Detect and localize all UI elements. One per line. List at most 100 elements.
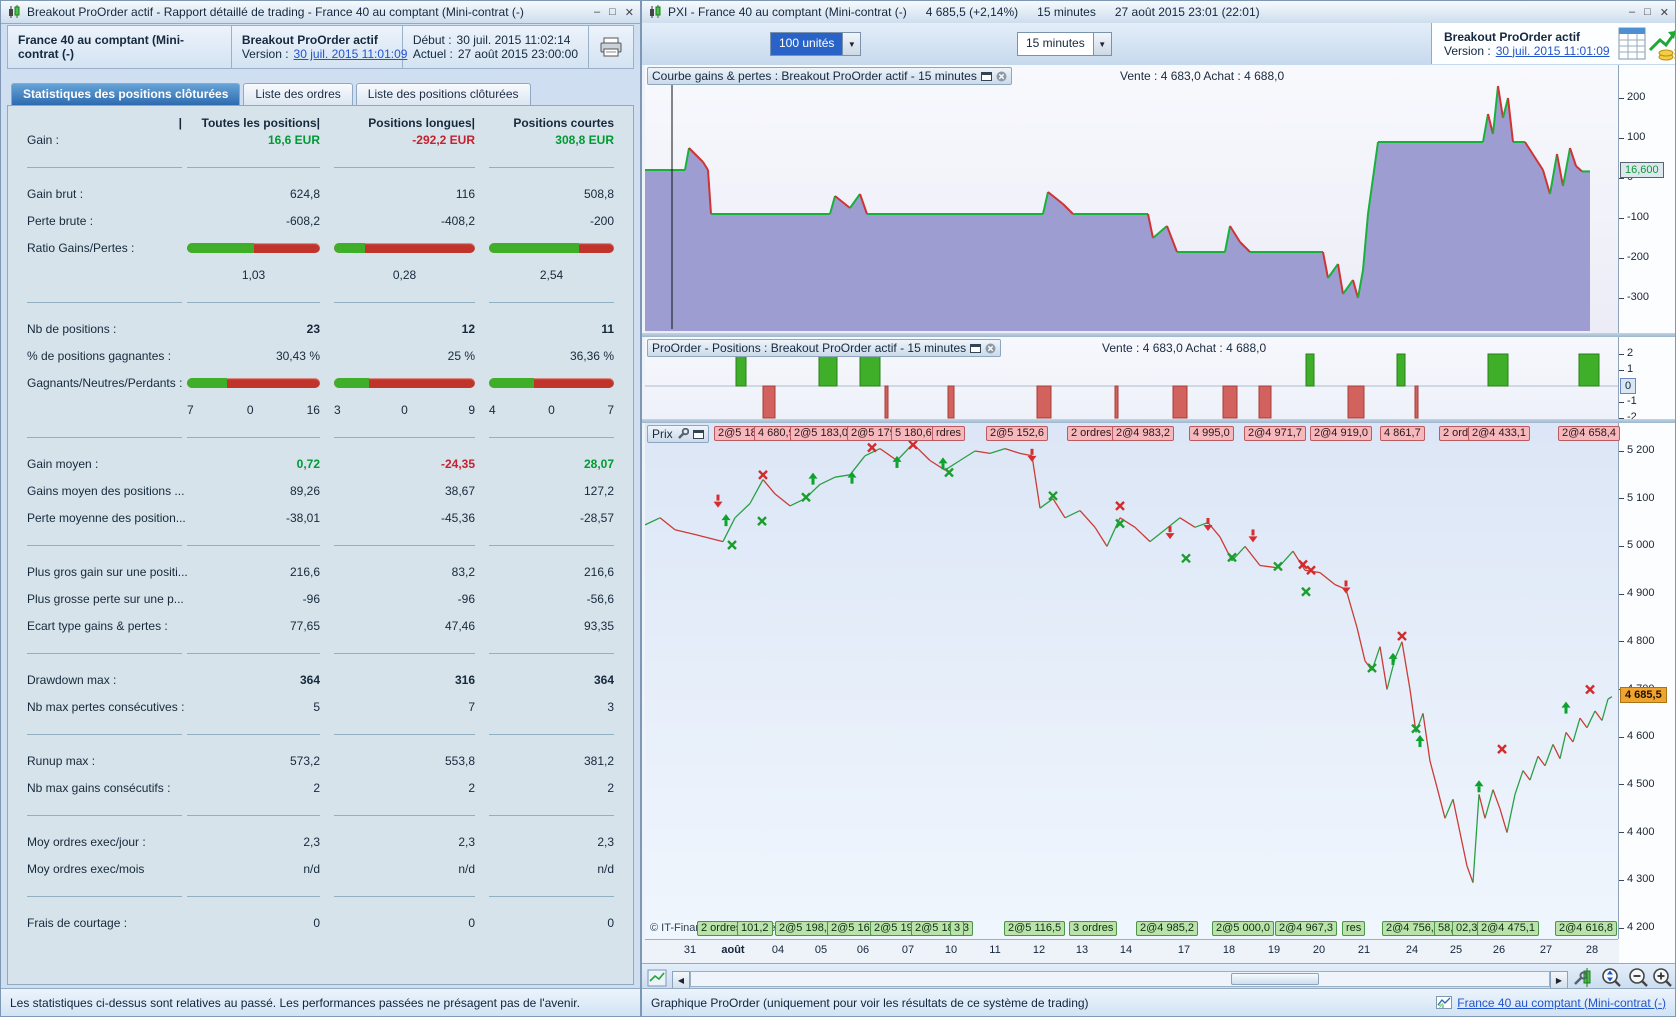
ratio-bar-green <box>187 243 254 253</box>
stat-value: -24,35 <box>440 457 475 471</box>
print-button[interactable] <box>589 26 633 68</box>
chevron-down-icon[interactable]: ▼ <box>842 33 861 55</box>
exit-x-marker <box>1048 490 1058 501</box>
minimize-button[interactable]: – <box>594 5 601 18</box>
wrench-icon[interactable] <box>677 428 689 440</box>
ratio-bar <box>334 243 475 253</box>
price-line <box>1194 521 1209 528</box>
stat-triplet: 3 0 9 <box>334 397 475 423</box>
zoom-out-icon[interactable] <box>1628 968 1650 988</box>
price-plot[interactable] <box>644 423 1619 939</box>
long-position-bar <box>1305 353 1315 387</box>
equity-line <box>1542 169 1551 195</box>
equity-line <box>1487 113 1494 135</box>
title-quote: 4 685,5 (+2,14%) <box>925 5 1019 19</box>
stat-value: n/d <box>597 862 614 876</box>
pane-splitter[interactable] <box>642 419 1675 423</box>
axis-label: -100 <box>1627 211 1650 223</box>
equity-line <box>1556 153 1564 187</box>
system-name: Breakout ProOrder actif <box>241 33 378 47</box>
minimize-button[interactable]: – <box>1629 5 1636 18</box>
stat-value: 36,36 % <box>569 349 614 363</box>
pane-splitter[interactable] <box>642 333 1675 337</box>
timeframe-select[interactable]: 15 minutes ▼ <box>1017 32 1112 56</box>
buy-arrow-marker <box>1474 780 1484 787</box>
axis-label: 4 500 <box>1627 777 1655 790</box>
version-label: Version : <box>241 47 289 61</box>
group-separator <box>489 815 614 816</box>
short-position-bar <box>1172 385 1188 419</box>
long-position-bar <box>1578 353 1600 387</box>
stat-triplet: 7 0 16 <box>187 397 320 423</box>
positions-pane-header[interactable]: ProOrder - Positions : Breakout ProOrder… <box>647 339 1002 357</box>
popup-window-icon[interactable] <box>692 429 704 439</box>
chevron-down-icon[interactable]: ▼ <box>1092 33 1111 55</box>
price-line <box>722 517 736 542</box>
horizontal-scrollbar[interactable] <box>690 971 1550 987</box>
price-line <box>1319 572 1336 586</box>
stat-label: Gain moyen : <box>27 457 99 471</box>
maximize-button[interactable]: □ <box>609 5 616 18</box>
equity-plot[interactable] <box>645 65 1619 333</box>
scroll-right-button[interactable]: ▶ <box>1550 971 1568 989</box>
buy-arrow-marker <box>1415 734 1425 741</box>
chart-window-title: PXI - France 40 au comptant (Mini-contra… <box>668 5 907 19</box>
axis-tick <box>1619 832 1624 834</box>
price-line <box>1506 794 1516 833</box>
equity-quote: Vente : 4 683,0 Achat : 4 688,0 <box>1120 69 1285 83</box>
tab-liste-positions[interactable]: Liste des positions clôturées <box>355 83 531 105</box>
price-line <box>1079 510 1096 528</box>
date-label: 13 <box>1075 944 1089 956</box>
zoom-in-icon[interactable] <box>1652 968 1674 988</box>
tab-liste-ordres[interactable]: Liste des ordres <box>243 83 353 105</box>
stat-value: 3 <box>334 403 341 417</box>
long-position-bar <box>735 353 747 387</box>
stat-value: -408,2 <box>440 214 475 228</box>
price-line <box>1537 755 1546 767</box>
trading-tools-icon[interactable] <box>1572 968 1594 988</box>
date-label: 19 <box>1267 944 1281 956</box>
system-infobox: Breakout ProOrder actif Version : 30 jui… <box>1431 23 1675 64</box>
order-label: 2@4 433,1 <box>1468 426 1530 441</box>
version-link[interactable]: 30 juil. 2015 11:01:09 <box>1495 43 1610 58</box>
version-link[interactable]: 30 juil. 2015 11:01:09 <box>293 47 408 61</box>
stat-value: -608,2 <box>285 214 320 228</box>
group-separator <box>27 653 182 654</box>
equity-pane-header[interactable]: Courbe gains & pertes : Breakout ProOrde… <box>647 67 1012 85</box>
close-pane-icon[interactable] <box>996 71 1007 82</box>
stat-label: Runup max : <box>27 754 96 768</box>
equity-line <box>859 193 868 215</box>
close-pane-icon[interactable] <box>985 343 996 354</box>
short-position-bar <box>1222 385 1238 419</box>
popup-window-icon[interactable] <box>980 71 992 81</box>
scrollbar-thumb[interactable] <box>1231 973 1319 985</box>
units-select[interactable]: 100 unités ▼ <box>770 32 862 56</box>
close-button[interactable]: ✕ <box>1659 6 1669 19</box>
equity-line <box>1549 153 1558 195</box>
positions-quote: Vente : 4 683,0 Achat : 4 688,0 <box>1102 341 1267 355</box>
maximize-button[interactable]: □ <box>1644 5 1651 18</box>
stats-col-header: Positions courtes <box>513 116 614 130</box>
stat-value: 0,72 <box>296 457 320 471</box>
order-label: 4 995,0 <box>1189 426 1234 441</box>
popup-window-icon[interactable] <box>970 343 982 353</box>
order-label: 2@5 116,5 <box>1004 921 1066 936</box>
stat-value: 308,8 EUR <box>555 133 614 147</box>
tab-statistiques[interactable]: Statistiques des positions clôturées <box>11 83 241 105</box>
close-button[interactable]: ✕ <box>624 6 634 19</box>
equity-line <box>1229 225 1241 243</box>
price-pane-header[interactable]: Prix <box>647 425 709 443</box>
equity-line <box>1322 251 1329 279</box>
report-and-performance-icon[interactable] <box>1618 26 1675 62</box>
positions-axis: 2 1 -1 -2 0 <box>1619 337 1675 423</box>
price-line <box>1572 717 1581 743</box>
price-line <box>1444 798 1454 819</box>
equity-line <box>1042 191 1049 215</box>
scroll-left-button[interactable]: ◀ <box>672 971 690 989</box>
chart-display-settings-icon[interactable] <box>646 968 668 988</box>
date-label: 26 <box>1492 944 1506 956</box>
zoom-fit-icon[interactable] <box>1599 968 1621 988</box>
instrument-link[interactable]: France 40 au comptant (Mini-contrat (-) <box>1457 995 1666 1010</box>
price-line <box>1179 517 1196 528</box>
order-label: 101,2 <box>737 921 773 936</box>
